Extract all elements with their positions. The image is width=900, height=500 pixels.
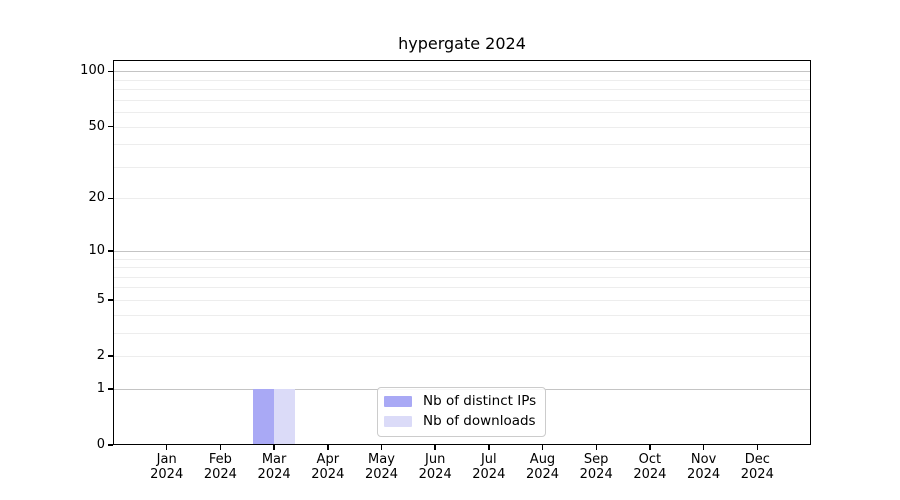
x-tick-label-year: 2024 [150,467,184,482]
legend-swatch-downloads [384,416,412,427]
minor-gridline [113,89,811,91]
x-tick-label-month: Dec [744,452,770,467]
x-tick-label-year: 2024 [687,467,721,482]
x-tick-mark [219,445,222,450]
x-tick-label: Dec 2024 [725,452,789,482]
x-tick-label: Jul 2024 [457,452,521,482]
x-tick-label: Apr 2024 [296,452,360,482]
x-tick-label-year: 2024 [257,467,291,482]
x-tick-label-month: Feb [208,452,232,467]
x-tick-mark [595,445,597,450]
minor-gridline [113,126,811,128]
minor-gridline [113,356,811,357]
y-tick-mark [108,299,113,301]
x-tick-mark [165,445,168,450]
legend-label-downloads: Nb of downloads [423,413,536,429]
x-tick-label: Mar 2024 [242,452,306,482]
minor-gridline [113,198,811,200]
x-tick-mark [434,445,436,450]
minor-gridline [113,112,811,114]
plot-area: Nb of distinct IPs Nb of downloads [113,60,811,445]
minor-gridline [113,314,811,316]
x-tick-label: May 2024 [350,452,414,482]
x-tick-label-month: Jul [480,452,497,467]
minor-gridline [113,276,811,278]
y-tick-mark [108,388,113,390]
x-tick-label-month: Mar [261,452,287,467]
legend-swatch-distinct-ips [384,396,412,407]
chart-title: hypergate 2024 [398,34,526,53]
x-tick-label-month: Oct [638,452,662,467]
y-tick-mark [108,125,113,128]
x-tick-mark [488,445,490,450]
x-tick-label-year: 2024 [740,467,774,482]
y-tick-label: 10 [88,242,105,258]
x-tick-label-month: May [368,452,395,467]
x-tick-label-month: Nov [690,452,717,467]
minor-gridline [113,287,811,289]
minor-gridline [113,144,811,146]
legend: Nb of distinct IPs Nb of downloads [377,387,547,437]
minor-gridline [113,99,811,101]
major-gridline [113,71,811,73]
x-tick-label-year: 2024 [311,467,345,482]
y-tick-mark [108,250,113,252]
legend-item-downloads: Nb of downloads [384,413,536,430]
x-tick-mark [541,445,544,450]
x-tick-label-year: 2024 [418,467,452,482]
minor-gridline [113,332,811,334]
bar-nb-of-distinct-ips [253,388,274,445]
legend-label-distinct-ips: Nb of distinct IPs [423,393,537,409]
y-tick-label: 100 [80,63,105,79]
x-tick-mark [756,445,759,450]
y-tick-label: 0 [96,437,105,452]
y-tick-label: 50 [88,118,105,134]
y-tick-label: 5 [96,291,105,307]
major-gridline [113,250,811,252]
y-tick-label: 1 [96,380,105,396]
x-tick-label: Oct 2024 [618,452,682,482]
x-tick-label: Nov 2024 [672,452,736,482]
minor-gridline [113,299,811,301]
minor-gridline [113,166,811,168]
x-tick-label: Feb 2024 [188,452,252,482]
x-tick-mark [649,445,651,450]
x-tick-label-year: 2024 [364,467,399,482]
x-tick-label: Jan 2024 [135,452,199,482]
y-tick-mark [108,197,113,200]
x-tick-label-year: 2024 [633,467,667,482]
x-tick-mark [273,445,275,450]
bar-nb-of-downloads [274,388,295,445]
x-tick-label-month: Apr [316,452,340,467]
x-tick-label-year: 2024 [472,467,506,482]
legend-item-distinct-ips: Nb of distinct IPs [384,393,536,410]
y-tick-mark [108,70,113,72]
x-tick-label-year: 2024 [579,467,613,482]
x-tick-label-month: Jan [156,452,177,467]
x-tick-label-month: Jun [425,452,446,467]
minor-gridline [113,79,811,81]
x-tick-mark [380,445,383,450]
x-tick-mark [702,445,705,450]
y-tick-label: 20 [88,190,105,206]
x-tick-label-year: 2024 [525,467,560,482]
y-tick-label: 2 [96,348,105,363]
y-tick-mark [108,444,113,446]
x-tick-mark [327,445,329,450]
x-tick-label: Aug 2024 [511,452,575,482]
x-tick-label: Jun 2024 [403,452,467,482]
x-tick-label-year: 2024 [203,467,237,482]
x-tick-label-month: Aug [529,452,556,467]
y-tick-mark [108,355,113,357]
minor-gridline [113,267,811,268]
minor-gridline [113,258,811,260]
x-tick-label-month: Sep [583,452,609,467]
x-tick-label: Sep 2024 [564,452,628,482]
